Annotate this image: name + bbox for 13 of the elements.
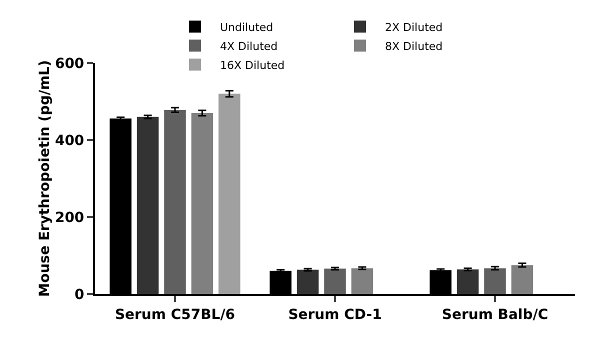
legend-label: Undiluted (220, 20, 274, 34)
x-tick-label: Serum CD-1 (288, 306, 382, 323)
y-tick-label: 0 (74, 286, 84, 303)
y-tick-label: 400 (54, 132, 84, 149)
x-tick-label: Serum Balb/C (442, 306, 548, 323)
legend-label: 2X Diluted (385, 20, 443, 34)
legend-label: 16X Diluted (220, 58, 285, 72)
legend-label: 4X Diluted (220, 40, 278, 53)
legend-label: 8X Diluted (385, 40, 443, 53)
y-tick-label: 200 (54, 210, 84, 226)
y-axis-title: Mouse Erythropoietin (pg/mL) (36, 60, 53, 297)
y-tick-label: 600 (54, 56, 84, 72)
x-tick-label: Serum C57BL/6 (114, 306, 236, 323)
